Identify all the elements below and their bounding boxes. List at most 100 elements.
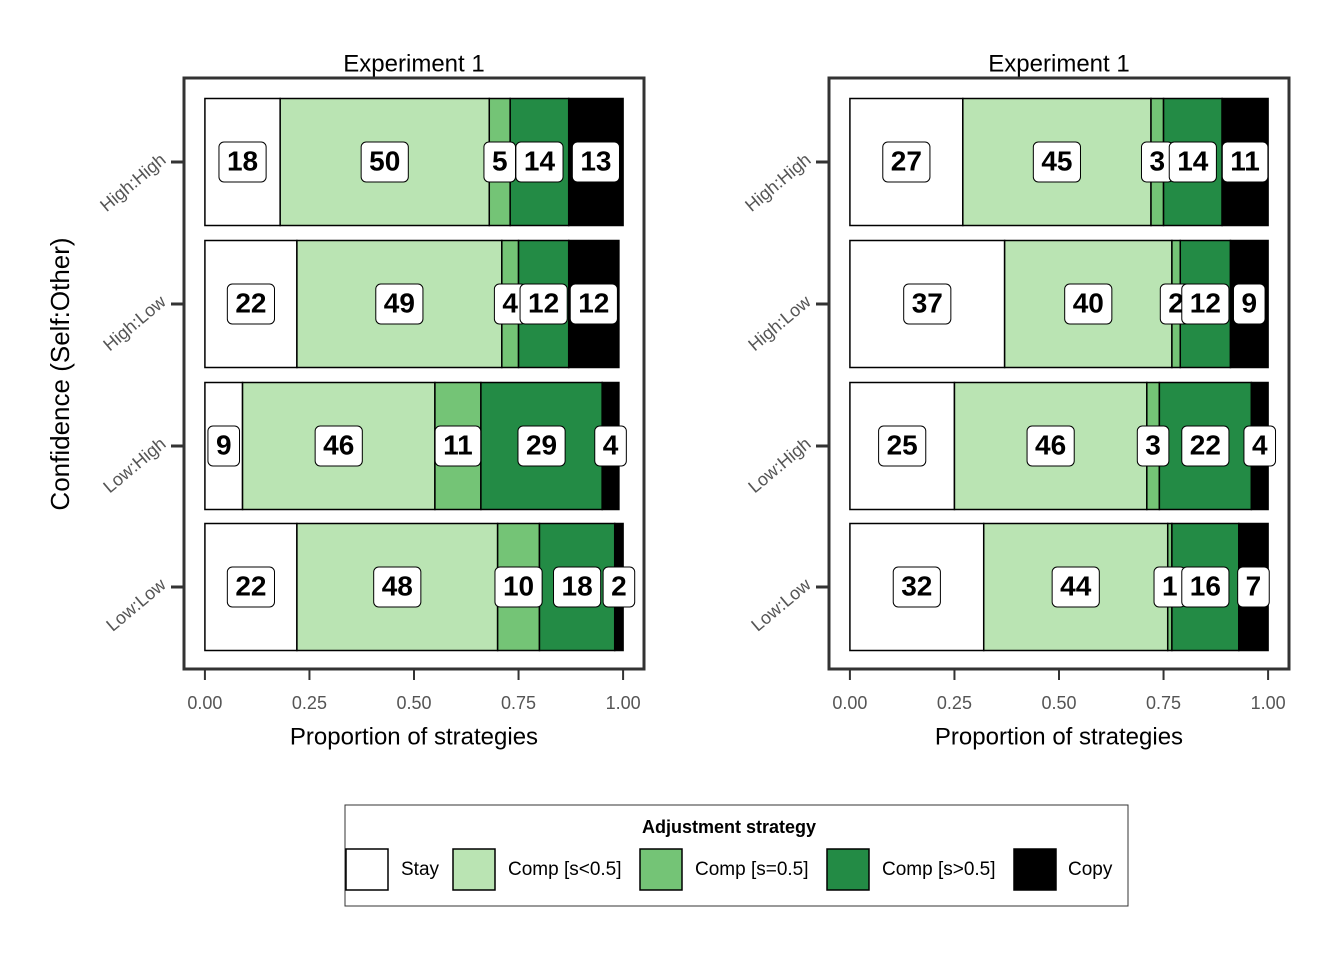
data-label: 40 <box>1064 283 1113 325</box>
data-label-text: 44 <box>1060 570 1092 601</box>
data-label-text: 37 <box>912 287 943 318</box>
data-label-box <box>519 283 568 325</box>
data-label-box <box>1051 566 1100 608</box>
data-label: 12 <box>569 283 618 325</box>
data-label-box <box>1181 425 1230 467</box>
data-label: 2 <box>602 566 636 608</box>
data-label: 18 <box>218 141 267 183</box>
data-label: 3 <box>1136 425 1170 467</box>
data-label: 1 <box>1153 566 1187 608</box>
x-axis-label: Proportion of strategies <box>935 723 1183 750</box>
data-label: 18 <box>553 566 602 608</box>
data-label-text: 1 <box>1162 570 1178 601</box>
data-label: 37 <box>903 283 952 325</box>
data-label-text: 16 <box>1190 570 1221 601</box>
x-tick-label: 0.50 <box>396 693 431 713</box>
data-label-box <box>226 566 275 608</box>
legend-key <box>826 848 870 891</box>
data-label: 46 <box>314 425 363 467</box>
legend-key <box>452 848 496 891</box>
data-label-box <box>553 566 602 608</box>
legend-label: Stay <box>401 859 440 880</box>
data-label-box <box>594 425 627 467</box>
data-label-box <box>1181 283 1230 325</box>
data-label: 14 <box>1168 141 1217 183</box>
x-tick-label: 0.75 <box>501 693 536 713</box>
y-tick-label: Low:Low <box>102 574 170 636</box>
data-label: 9 <box>1232 283 1266 325</box>
data-label-text: 2 <box>611 570 627 601</box>
data-label-text: 7 <box>1246 570 1262 601</box>
data-label-box <box>517 425 566 467</box>
legend-label: Copy <box>1068 859 1113 880</box>
data-label-box <box>434 425 482 467</box>
data-label-box <box>1237 566 1270 608</box>
x-tick-label: 1.00 <box>1251 693 1286 713</box>
x-tick-label: 1.00 <box>606 693 641 713</box>
data-label-box <box>1136 425 1170 467</box>
data-label-text: 5 <box>492 145 508 176</box>
y-axis-label: Confidence (Self:Other) <box>45 237 75 510</box>
data-label-text: 25 <box>887 429 918 460</box>
data-label-box <box>218 141 267 183</box>
data-label-box <box>1032 141 1081 183</box>
y-tick-label: High:Low <box>99 291 170 355</box>
data-label-box <box>1168 141 1217 183</box>
legend-title: Adjustment strategy <box>642 817 816 837</box>
data-label-text: 29 <box>526 429 557 460</box>
legend-key <box>345 848 389 891</box>
data-label-text: 12 <box>1190 287 1221 318</box>
legend-label: Comp [s=0.5] <box>695 859 809 880</box>
x-tick-label: 0.00 <box>187 693 222 713</box>
data-label: 13 <box>571 141 620 183</box>
panel-title: Experiment 1 <box>988 50 1129 77</box>
data-label: 44 <box>1051 566 1100 608</box>
data-label: 48 <box>373 566 422 608</box>
data-label: 3 <box>1140 141 1174 183</box>
data-label-text: 12 <box>578 287 609 318</box>
data-label-text: 48 <box>382 570 413 601</box>
panel-title: Experiment 1 <box>343 50 484 77</box>
data-label: 25 <box>878 425 927 467</box>
data-label: 9 <box>207 425 241 467</box>
data-label: 46 <box>1026 425 1075 467</box>
data-label-box <box>1026 425 1075 467</box>
data-label-box <box>494 566 543 608</box>
data-label: 45 <box>1032 141 1081 183</box>
data-label-text: 46 <box>1035 429 1066 460</box>
data-label: 12 <box>1181 283 1230 325</box>
data-label-text: 4 <box>502 287 518 318</box>
data-label-text: 27 <box>891 145 922 176</box>
y-tick-label: Low:Low <box>747 574 815 636</box>
data-label-box <box>314 425 363 467</box>
data-label-text: 22 <box>235 287 266 318</box>
data-label-text: 14 <box>524 145 556 176</box>
panel-border <box>182 76 646 671</box>
y-tick-label: High:High <box>741 149 814 215</box>
data-label-box <box>571 141 620 183</box>
data-label-text: 13 <box>580 145 611 176</box>
data-label-box <box>1232 283 1266 325</box>
legend-key <box>1013 848 1057 891</box>
data-label-text: 12 <box>528 287 559 318</box>
data-label-text: 18 <box>227 145 258 176</box>
data-label-text: 9 <box>1241 287 1257 318</box>
data-label-box <box>892 566 941 608</box>
legend-label: Comp [s<0.5] <box>508 859 622 880</box>
data-label: 49 <box>375 283 424 325</box>
data-label-text: 32 <box>901 570 932 601</box>
y-tick-label: Low:High <box>744 433 814 497</box>
data-label-text: 11 <box>1230 145 1260 176</box>
panel-border <box>827 76 1291 671</box>
data-label-box <box>375 283 424 325</box>
data-label-box <box>515 141 564 183</box>
x-tick-label: 0.50 <box>1041 693 1076 713</box>
legend-label: Comp [s>0.5] <box>882 859 996 880</box>
data-label: 14 <box>515 141 564 183</box>
data-label-text: 10 <box>503 570 534 601</box>
data-label-text: 4 <box>1252 429 1268 460</box>
data-label-text: 22 <box>235 570 266 601</box>
data-label: 29 <box>517 425 566 467</box>
data-label-box <box>882 141 931 183</box>
